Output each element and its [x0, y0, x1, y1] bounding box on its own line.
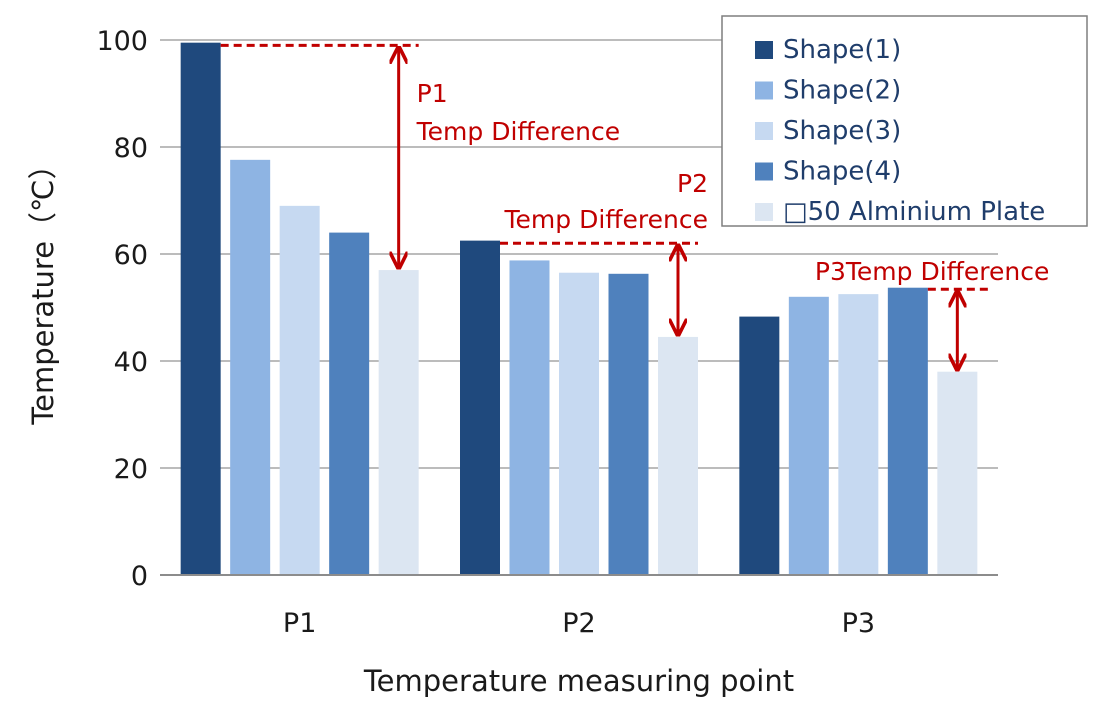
- legend-swatch: [755, 122, 773, 140]
- bar-p3-series-1: [739, 316, 780, 575]
- bar-p2-series-5: [658, 336, 698, 575]
- bar-p1-series-5: [378, 270, 419, 575]
- legend-box: [721, 15, 1088, 227]
- bar-p2-series-3: [559, 272, 599, 575]
- bar-p3-series-3: [838, 294, 879, 575]
- annotation-label: Temp Difference: [416, 117, 620, 146]
- y-tick-label: 60: [114, 240, 148, 271]
- legend-label: □50 Alminium Plate: [783, 197, 1045, 227]
- legend-swatch: [755, 41, 773, 59]
- bar-p3-series-5: [937, 371, 978, 575]
- y-tick-label: 100: [96, 26, 148, 57]
- legend-label: Shape(1): [783, 35, 901, 65]
- legend: Shape(1) Shape(2) Shape(3) Shape(4) □50 Almi…: [721, 15, 1088, 227]
- x-axis-title: Temperature measuring point: [363, 664, 794, 698]
- legend-label: Shape(4): [783, 157, 901, 187]
- bar-p1-series-4: [329, 232, 370, 575]
- x-tick-label: P3: [842, 608, 875, 639]
- legend-swatch: [755, 203, 773, 221]
- legend-swatch: [755, 162, 773, 181]
- bar-p1-series-2: [230, 159, 271, 575]
- legend-label: Shape(2): [783, 76, 901, 106]
- bar-p2-series-2: [509, 260, 550, 575]
- bar-p2-series-1: [460, 240, 500, 575]
- bar-p3-series-2: [788, 296, 829, 575]
- bars: [180, 42, 978, 576]
- bar-p3-series-4: [887, 287, 928, 575]
- x-tick-label: P2: [562, 608, 595, 639]
- annotation-label: P1: [417, 79, 448, 108]
- y-axis-title: Temperature（℃）: [26, 150, 60, 425]
- legend-swatch: [755, 81, 773, 100]
- annotation-label: P2: [677, 169, 708, 198]
- annotations: P1 Temp Difference P2 Temp Difference P3Temp…: [220, 43, 1049, 367]
- bar-p1-series-3: [279, 205, 320, 575]
- y-tick-label: 0: [131, 561, 148, 592]
- y-tick-label: 40: [114, 347, 148, 378]
- annotation-label: P3Temp Difference: [815, 257, 1049, 286]
- bar-p1-series-1: [180, 42, 221, 576]
- y-tick-label: 20: [114, 454, 148, 485]
- annotation-label: Temp Difference: [504, 205, 708, 234]
- x-tick-label: P1: [283, 608, 316, 639]
- bar-p2-series-4: [608, 273, 649, 575]
- y-tick-label: 80: [114, 133, 148, 164]
- axes: 0 20 40 60 80 100 P1 P2 P3 Temperature measuring …: [26, 26, 998, 698]
- legend-label: Shape(3): [783, 116, 901, 146]
